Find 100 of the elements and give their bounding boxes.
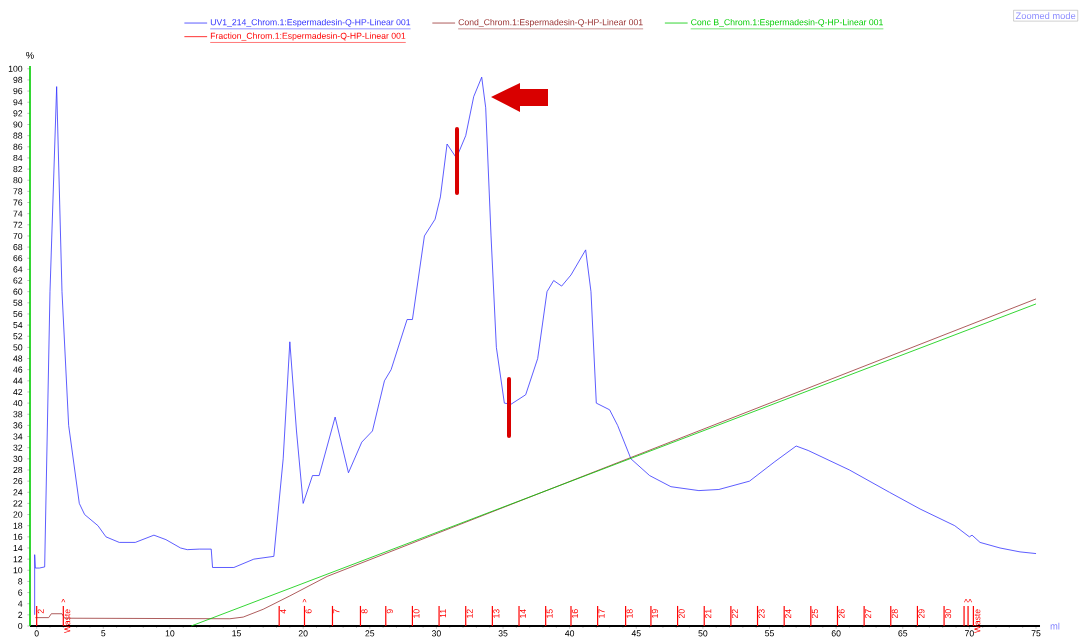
x-tick-label: 15 bbox=[232, 630, 241, 637]
annotation: 9 bbox=[386, 609, 393, 614]
annotation: 10 bbox=[413, 609, 420, 618]
x-tick-label: 40 bbox=[565, 630, 575, 637]
y-tick-label: 94 bbox=[13, 99, 23, 106]
y-tick-label: 76 bbox=[13, 199, 23, 206]
x-tick-label: 60 bbox=[831, 630, 841, 637]
annotation: 16 bbox=[571, 609, 579, 618]
y-tick-label: 72 bbox=[13, 221, 23, 228]
y-tick-label: 22 bbox=[13, 500, 23, 507]
annotation: Waste bbox=[974, 609, 981, 634]
y-tick-label: 100 bbox=[8, 65, 23, 72]
y-tick-label: 96 bbox=[13, 88, 23, 95]
y-tick-label: 80 bbox=[13, 177, 23, 184]
legend-label: Fraction_Chrom.1:Espermadesin-Q-HP-Linear 001 bbox=[210, 32, 406, 41]
x-tick-label: 70 bbox=[965, 630, 974, 637]
x-tick-label: 50 bbox=[698, 630, 708, 637]
legend-label: UV1_214_Chrom.1:Espermadesin-Q-HP-Linear 001 bbox=[210, 18, 411, 27]
annotation: ^^ bbox=[964, 599, 973, 603]
y-tick-label: 24 bbox=[13, 489, 23, 496]
y-tick-label: 12 bbox=[13, 556, 23, 563]
x-tick-label: 25 bbox=[365, 630, 375, 637]
annotation: 8 bbox=[361, 609, 368, 614]
annotation: 12 bbox=[466, 609, 473, 618]
annotation: 25 bbox=[811, 609, 818, 619]
x-tick-label: 65 bbox=[898, 630, 908, 637]
y-tick-label: 56 bbox=[13, 310, 23, 318]
annotation: 6 bbox=[305, 609, 312, 614]
y-tick-label: 54 bbox=[13, 322, 23, 329]
annotation: 7 bbox=[333, 609, 340, 614]
y-tick-label: 14 bbox=[13, 545, 23, 551]
y-tick-label: 38 bbox=[13, 411, 23, 418]
annotation: ^ bbox=[61, 599, 66, 603]
y-tick-label: 4 bbox=[18, 600, 23, 607]
annotation: 24 bbox=[785, 609, 792, 619]
y-tick-label: 50 bbox=[13, 344, 23, 351]
y-tick-label: 40 bbox=[13, 400, 23, 407]
x-axis-title: ml bbox=[1050, 622, 1060, 630]
annotation: 11 bbox=[440, 609, 446, 618]
y-tick-label: 16 bbox=[13, 533, 23, 540]
annotation: 26 bbox=[838, 609, 845, 619]
y-tick-label: 86 bbox=[13, 143, 23, 150]
y-tick-label: 10 bbox=[13, 567, 23, 574]
x-tick-label: 30 bbox=[431, 630, 441, 637]
y-tick-label: 62 bbox=[13, 277, 23, 284]
y-tick-label: 88 bbox=[13, 132, 23, 139]
annotation: 18 bbox=[626, 609, 633, 618]
y-tick-label: 90 bbox=[13, 121, 23, 128]
x-tick-label: 55 bbox=[765, 630, 774, 637]
y-tick-label: 30 bbox=[13, 455, 23, 462]
y-tick-label: 98 bbox=[13, 76, 23, 83]
y-tick-label: 2 bbox=[18, 611, 23, 618]
y-tick-label: 6 bbox=[18, 589, 23, 596]
annotation: 2 bbox=[37, 609, 44, 614]
y-tick-label: 52 bbox=[13, 333, 23, 340]
y-axis-title: % bbox=[26, 52, 34, 59]
annotation: 13 bbox=[493, 609, 500, 618]
y-tick-label: 64 bbox=[13, 266, 23, 273]
annotation: 21 bbox=[705, 609, 712, 619]
x-tick-label: 20 bbox=[298, 630, 308, 637]
annotation: 23 bbox=[758, 609, 765, 619]
annotation: 22 bbox=[731, 609, 738, 619]
y-tick-label: 78 bbox=[13, 188, 23, 195]
y-tick-label: 34 bbox=[13, 433, 23, 440]
y-tick-label: 68 bbox=[13, 244, 23, 251]
x-tick-label: 45 bbox=[631, 630, 641, 637]
y-tick-label: 0 bbox=[18, 622, 23, 630]
y-tick-label: 28 bbox=[13, 466, 23, 474]
annotation: Waste bbox=[64, 609, 71, 634]
annotation: 29 bbox=[918, 609, 925, 619]
y-tick-label: 58 bbox=[13, 299, 23, 306]
annotation: 14 bbox=[519, 609, 526, 618]
y-tick-label: 66 bbox=[13, 255, 23, 262]
y-tick-label: 82 bbox=[13, 166, 23, 173]
annotation: 4 bbox=[280, 609, 287, 614]
x-tick-label: 75 bbox=[1031, 630, 1041, 637]
x-tick-label: 10 bbox=[165, 630, 175, 637]
y-tick-label: 42 bbox=[13, 388, 23, 395]
annotation: ^ bbox=[302, 599, 307, 603]
y-tick-label: 48 bbox=[13, 355, 23, 362]
annotation: 30 bbox=[945, 609, 952, 619]
annotation: 17 bbox=[598, 609, 605, 618]
y-tick-label: 84 bbox=[13, 154, 23, 162]
y-tick-label: 44 bbox=[13, 377, 23, 384]
annotation: 27 bbox=[865, 609, 872, 619]
x-tick-label: 0 bbox=[34, 630, 39, 637]
y-tick-label: 60 bbox=[13, 288, 23, 295]
x-tick-label: 35 bbox=[498, 630, 508, 637]
y-tick-label: 18 bbox=[13, 522, 23, 529]
legend-label: Conc B_Chrom.1:Espermadesin-Q-HP-Linear 001 bbox=[691, 18, 883, 27]
y-tick-label: 74 bbox=[13, 210, 23, 217]
y-tick-label: 36 bbox=[13, 422, 23, 429]
annotation: 28 bbox=[891, 609, 898, 619]
annotation: 15 bbox=[546, 609, 553, 618]
y-tick-label: 20 bbox=[13, 511, 23, 518]
y-tick-label: 70 bbox=[13, 232, 23, 240]
annotation: 19 bbox=[651, 609, 658, 618]
y-tick-label: 26 bbox=[13, 478, 23, 485]
y-tick-label: 32 bbox=[13, 444, 23, 451]
y-tick-label: 46 bbox=[13, 366, 23, 373]
